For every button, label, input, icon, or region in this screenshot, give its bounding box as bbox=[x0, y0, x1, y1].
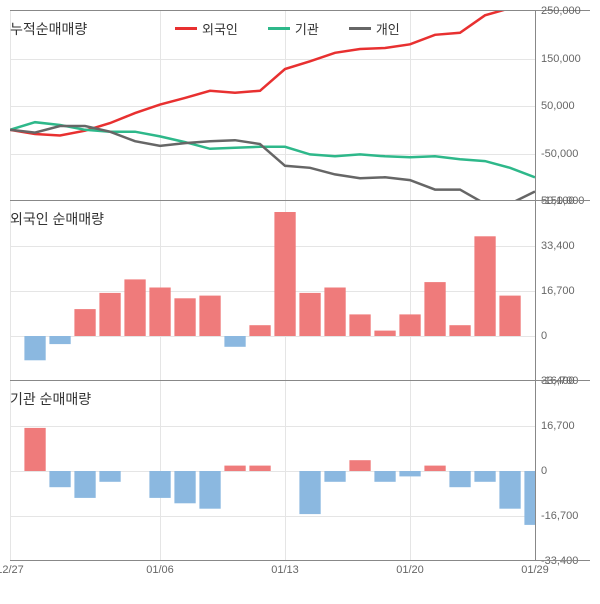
bar bbox=[374, 471, 395, 482]
y-tick-label: 50,000 bbox=[541, 100, 575, 112]
bar bbox=[99, 293, 120, 336]
y-tick-label: 0 bbox=[541, 330, 547, 342]
bar bbox=[324, 471, 345, 482]
chart-container: 누적순매매량 외국인기관개인 -150,000-50,00050,000150,… bbox=[0, 0, 600, 604]
panel1-y-axis: -150,000-50,00050,000150,000250,000 bbox=[535, 11, 590, 200]
y-tick-label: 0 bbox=[541, 465, 547, 477]
bar bbox=[24, 336, 45, 360]
bar bbox=[224, 336, 245, 347]
x-tick-label: 01/20 bbox=[396, 564, 424, 576]
y-tick-label: 150,000 bbox=[541, 53, 581, 65]
y-tick-label: 250,000 bbox=[541, 5, 581, 17]
line-individual bbox=[10, 126, 535, 201]
bar bbox=[124, 279, 145, 336]
bar bbox=[399, 471, 420, 476]
bar bbox=[449, 325, 470, 336]
bar bbox=[299, 471, 320, 514]
panel-institution: 기관 순매매량 -33,400-16,700016,70033,400 bbox=[10, 380, 590, 560]
bar bbox=[149, 288, 170, 337]
bar bbox=[449, 471, 470, 487]
bar bbox=[24, 428, 45, 471]
line-institution bbox=[10, 122, 535, 177]
x-tick-label: 01/29 bbox=[521, 564, 549, 576]
bar bbox=[174, 471, 195, 503]
panel-cumulative: 누적순매매량 외국인기관개인 -150,000-50,00050,000150,… bbox=[10, 10, 590, 200]
bar bbox=[199, 296, 220, 336]
bar bbox=[74, 471, 95, 498]
x-tick-label: 01/13 bbox=[271, 564, 299, 576]
bar bbox=[349, 460, 370, 471]
bar bbox=[424, 466, 445, 471]
bar bbox=[474, 471, 495, 482]
y-tick-label: 16,700 bbox=[541, 420, 575, 432]
bar bbox=[399, 314, 420, 336]
bar bbox=[324, 288, 345, 337]
bar bbox=[224, 466, 245, 471]
bar bbox=[99, 471, 120, 482]
bar bbox=[199, 471, 220, 509]
bar bbox=[474, 236, 495, 336]
bar bbox=[149, 471, 170, 498]
panel2-y-axis: -16,700016,70033,40050,100 bbox=[535, 201, 590, 380]
bar bbox=[374, 331, 395, 336]
bar bbox=[349, 314, 370, 336]
bar bbox=[524, 471, 535, 525]
bar bbox=[74, 309, 95, 336]
x-tick-label: 12/27 bbox=[0, 564, 24, 576]
y-tick-label: 33,400 bbox=[541, 240, 575, 252]
x-axis: 12/2701/0601/1301/2001/29 bbox=[10, 560, 590, 582]
bar bbox=[249, 466, 270, 471]
y-tick-label: 50,100 bbox=[541, 195, 575, 207]
panel-foreigner: 외국인 순매매량 -16,700016,70033,40050,100 bbox=[10, 200, 590, 380]
y-tick-label: 33,400 bbox=[541, 375, 575, 387]
bar bbox=[274, 212, 295, 336]
bar bbox=[249, 325, 270, 336]
bar bbox=[49, 471, 70, 487]
panel2-chart bbox=[10, 201, 535, 381]
y-tick-label: -50,000 bbox=[541, 148, 578, 160]
x-tick-label: 01/06 bbox=[146, 564, 174, 576]
bar bbox=[174, 298, 195, 336]
bar bbox=[499, 471, 520, 509]
bar bbox=[49, 336, 70, 344]
y-tick-label: -16,700 bbox=[541, 510, 578, 522]
bar bbox=[424, 282, 445, 336]
panel3-chart bbox=[10, 381, 535, 561]
y-tick-label: 16,700 bbox=[541, 285, 575, 297]
bar bbox=[499, 296, 520, 336]
panel3-y-axis: -33,400-16,700016,70033,400 bbox=[535, 381, 590, 560]
bar bbox=[299, 293, 320, 336]
panel1-chart bbox=[10, 11, 535, 201]
line-foreigner bbox=[10, 11, 535, 136]
